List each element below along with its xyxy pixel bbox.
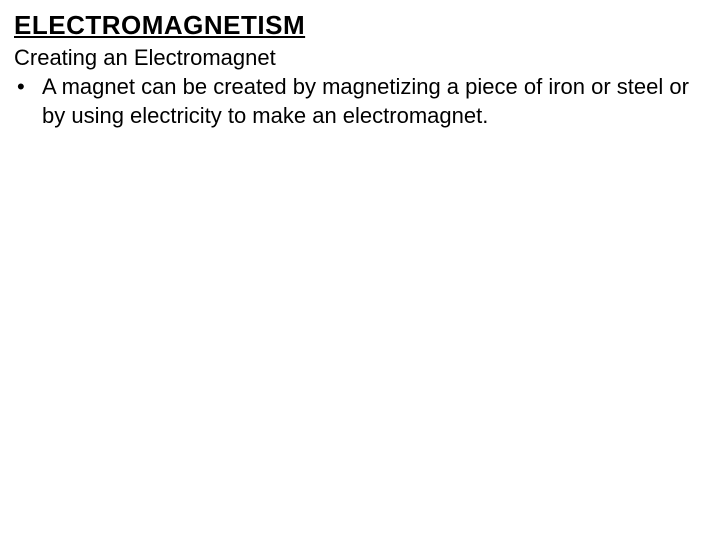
page-title: ELECTROMAGNETISM [14, 10, 706, 41]
bullet-text: A magnet can be created by magnetizing a… [42, 73, 706, 130]
subtitle: Creating an Electromagnet [14, 45, 706, 71]
bullet-marker: • [14, 73, 42, 102]
bullet-item: • A magnet can be created by magnetizing… [14, 73, 706, 130]
